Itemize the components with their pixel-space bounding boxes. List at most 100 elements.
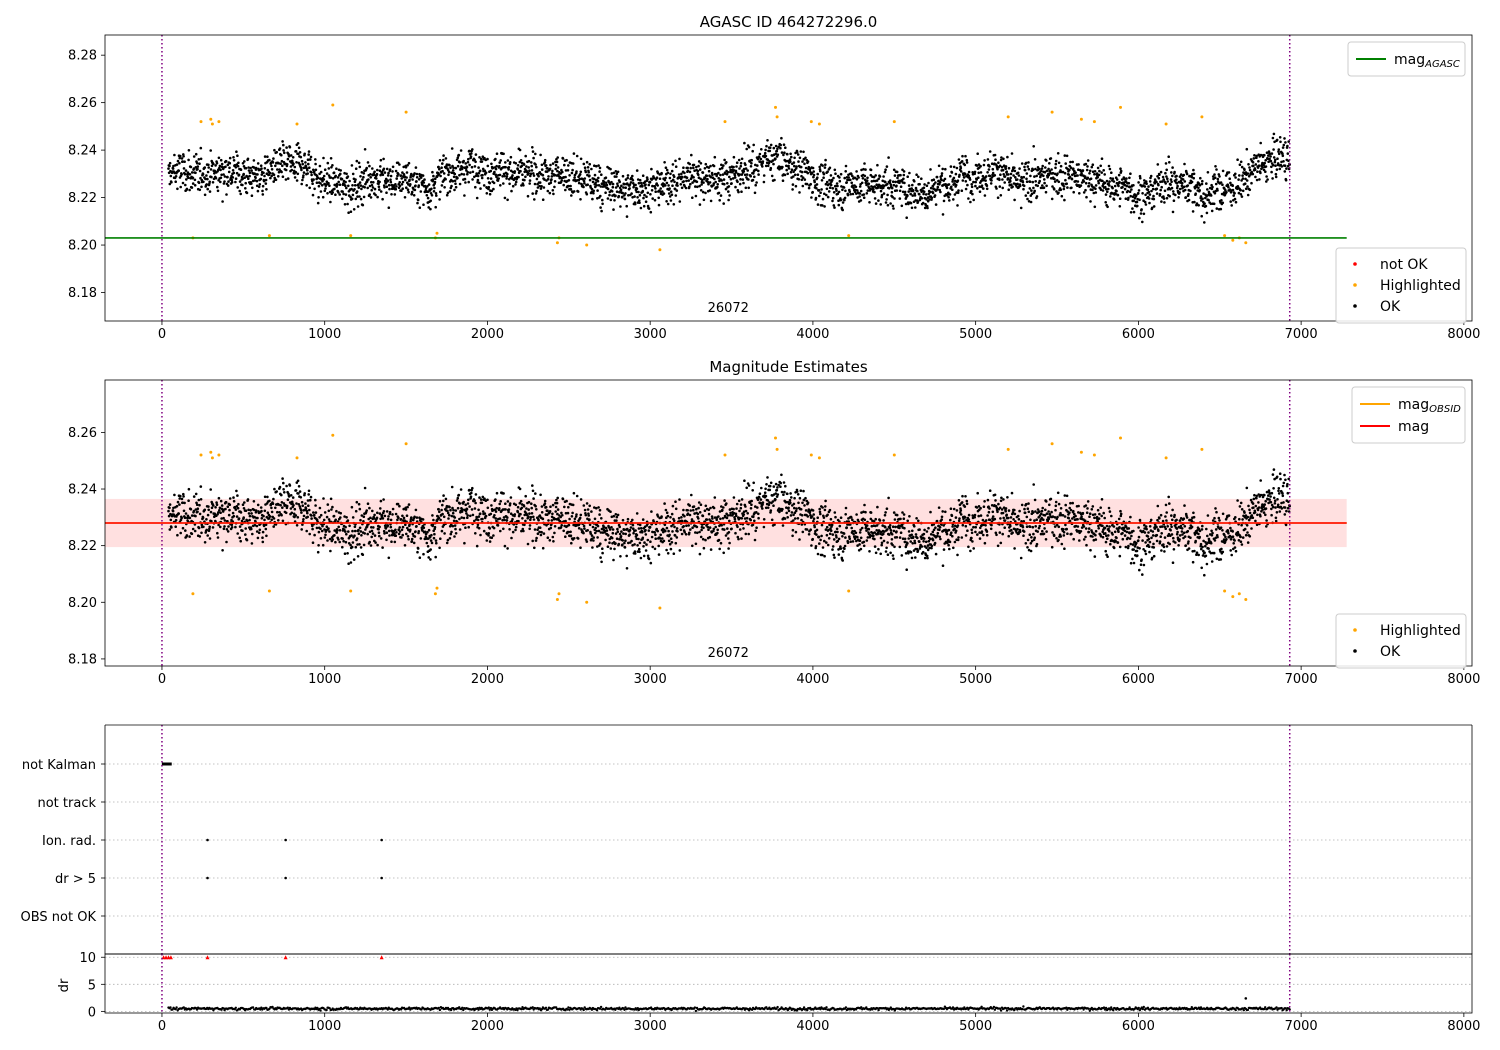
panel1-ok-point [793,173,797,177]
panel2-ok-point [200,531,203,535]
panel1-ok-point [1108,180,1111,183]
panel1-ok-point [552,192,555,196]
panel2-ok-point [244,533,247,536]
panel1-ok-point [326,192,329,195]
panel1-ok-point [1000,165,1004,169]
panel2-ok-point [543,499,547,503]
panel1-ok-point [1272,148,1275,151]
panel1-ok-point [668,195,672,198]
panel2-ok-point [595,529,598,533]
panel1-ok-point [1203,202,1206,205]
panel2-ok-point [616,513,620,517]
panel1-ok-point [957,158,961,161]
panel1-ok-point [1197,186,1200,190]
panel1-ok-point [556,156,559,159]
panel1-ok-point [1261,166,1264,169]
panel1-ok-point [888,179,892,182]
panel1-ok-point [1215,207,1219,210]
panel2-ok-point [487,532,491,535]
panel2-ok-point [295,481,299,484]
panel2-ok-point [462,500,466,504]
panel1-ok-point [492,187,495,191]
panel1-ok-point [899,185,903,188]
panel1-ok-point [723,182,726,186]
panel1-ok-point [717,176,720,180]
panel2-ok-point [615,537,619,540]
panel1-ok-point [1200,214,1203,218]
panel1-ok-point [331,191,335,194]
panel1-ok-point [1245,179,1249,182]
panel2-ok-point [368,540,372,544]
panel1-ok-point [916,189,919,193]
panel1-ok-point [884,180,887,184]
panel1-ok-point [1109,177,1112,180]
panel1-ok-point [1247,163,1250,166]
panel1-ok-point [275,150,279,154]
panel1-ok-point [975,164,979,167]
panel2-ok-point [286,498,290,502]
panel1-ok-point [854,185,858,189]
panel1-ok-point [1243,182,1247,185]
panel2-ok-point [336,529,339,532]
panel1-ok-point [993,174,997,177]
panel1-ok-point [1211,175,1215,178]
panel1-ok-point [1185,172,1189,176]
panel2-ok-point [459,488,463,491]
panel1-ok-point [949,165,953,168]
panel1-ok-point [694,185,697,188]
panel1-ok-point [678,200,682,203]
panel1-ok-point [243,176,246,179]
panel1-ok-point [1244,177,1247,181]
panel1-ok-point [658,177,662,180]
panel1-ok-point [624,192,627,195]
panel1-xtick-label: 2000 [471,327,504,342]
panel1-ok-point [187,149,191,152]
panel1-ok-point [1022,184,1026,188]
panel2-ok-point [385,531,389,534]
panel2-ok-point [583,508,587,512]
panel2-ok-point [508,528,511,531]
panel2-ok-point [513,513,517,516]
panel2-ok-point [404,523,407,526]
panel1-ok-point [568,174,571,177]
panel1-ok-point [672,175,676,178]
panel2-ok-point [180,516,183,520]
panel2-ok-point [498,507,501,510]
panel2-ok-point [271,502,275,506]
panel1-ok-point [698,184,701,188]
panel1-ok-point [1277,150,1280,153]
panel1-ok-point [299,155,303,159]
panel1-ok-point [359,184,363,187]
panel1-ok-point [1284,178,1288,182]
panel1-highlighted-point [1244,241,1248,245]
panel1-ok-point [979,171,983,174]
panel1-ok-point [1263,153,1266,157]
panel1-ok-point [426,185,429,188]
panel1-ok-point [312,168,315,172]
panel1-ok-point [578,173,582,176]
panel1-ok-point [354,178,357,181]
panel1-highlighted-point [809,120,813,124]
panel1-ok-point [540,185,543,188]
panel1-ok-point [1104,193,1108,196]
panel1-ok-point [173,153,176,157]
panel1-ok-point [1209,202,1213,206]
panel1-ok-point [301,162,305,166]
panel2-ok-point [631,523,635,527]
panel2-ok-point [480,501,484,505]
panel2-ok-point [492,526,496,530]
panel2-ok-point [379,507,382,510]
panel1-ok-point [1025,172,1029,175]
panel1-ok-point [948,193,952,196]
panel1-ok-point [337,180,341,184]
panel1-ok-point [612,171,616,175]
panel1-ok-point [900,204,904,208]
panel1-ok-point [1043,178,1046,181]
panel1-ok-point [1001,186,1004,190]
panel1-ok-point [462,173,466,176]
panel1-ok-point [938,183,941,186]
panel1-ok-point [821,164,824,167]
panel1-ok-point [929,186,933,190]
panel1-ok-point [1013,198,1016,202]
panel1-ok-point [527,166,530,169]
